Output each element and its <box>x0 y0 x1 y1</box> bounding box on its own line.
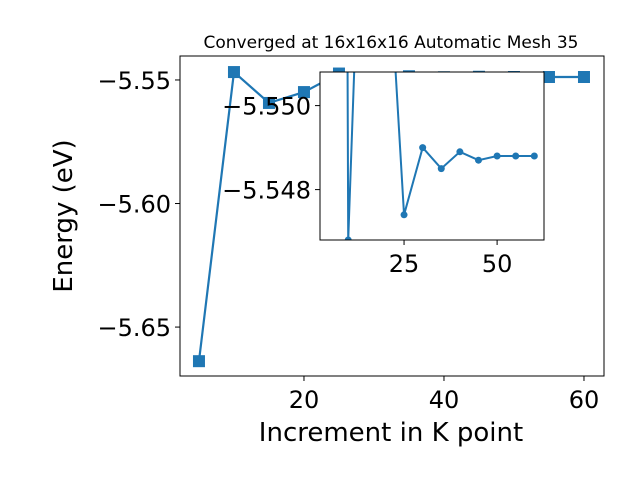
point <box>297 86 310 99</box>
chart-title: Converged at 16x16x16 Automatic Mesh 35 <box>204 33 579 53</box>
point <box>262 96 275 109</box>
x-tick-label: 50 <box>482 250 513 278</box>
plot-frame <box>179 55 605 377</box>
x-tick-label: 60 <box>569 386 600 414</box>
plot-frame <box>319 71 545 241</box>
point <box>474 156 482 164</box>
x-tick-label: 40 <box>429 386 460 414</box>
point <box>192 355 205 368</box>
point <box>344 236 352 240</box>
y-tick-label: −5.55 <box>97 67 171 95</box>
y-tick-label: −5.60 <box>97 191 171 219</box>
y-tick-label: −5.550 <box>222 93 311 121</box>
y-axis-label: Energy (eV) <box>49 139 79 292</box>
point <box>437 165 445 173</box>
y-tick-label: −5.548 <box>222 177 311 205</box>
y-tick-label: −5.65 <box>97 314 171 342</box>
point <box>456 148 464 156</box>
x-tick-label: 25 <box>389 250 420 278</box>
x-tick-label: 20 <box>289 386 320 414</box>
point <box>512 152 520 160</box>
point <box>542 71 555 84</box>
point <box>493 152 501 160</box>
point <box>577 71 590 84</box>
plot-clip <box>344 72 538 240</box>
point <box>530 152 538 160</box>
point <box>227 66 240 79</box>
x-axis-label: Increment in K point <box>259 418 523 448</box>
point <box>419 144 427 152</box>
point <box>400 211 408 219</box>
